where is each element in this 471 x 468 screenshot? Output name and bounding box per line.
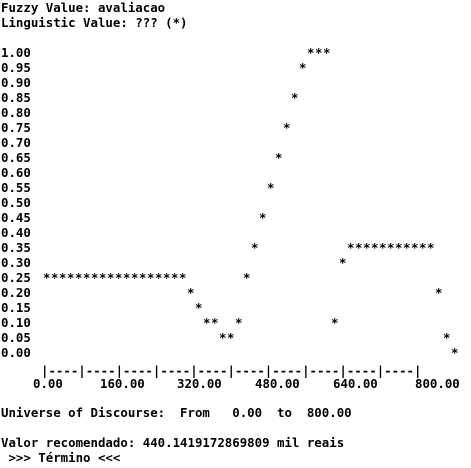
- plot-point: *: [259, 210, 267, 225]
- y-tick-label: 0.30: [1, 255, 31, 270]
- plot-point: *: [107, 270, 115, 285]
- plot-point: *: [187, 285, 195, 300]
- y-tick-label: 0.55: [1, 180, 31, 195]
- plot-point: *: [435, 285, 443, 300]
- plot-point: *: [379, 240, 387, 255]
- plot-point: *: [51, 270, 59, 285]
- plot-point: *: [243, 270, 251, 285]
- y-tick-label: 0.90: [1, 75, 31, 90]
- linguistic-value-line: Linguistic Value: ??? (*): [1, 15, 188, 30]
- y-tick-label: 0.15: [1, 300, 31, 315]
- plot-point: *: [307, 45, 315, 60]
- plot-point: *: [179, 270, 187, 285]
- y-tick-label: 0.65: [1, 150, 31, 165]
- plot-point: *: [115, 270, 123, 285]
- plot-point: *: [347, 240, 355, 255]
- x-tick-label: 640.00: [333, 376, 378, 391]
- plot-point: *: [131, 270, 139, 285]
- plot-point: *: [291, 90, 299, 105]
- plot-point: *: [227, 330, 235, 345]
- fuzzy-value-line: Fuzzy Value: avaliacao: [1, 0, 166, 15]
- plot-point: *: [283, 120, 291, 135]
- y-tick-label: 0.50: [1, 195, 31, 210]
- plot-point: *: [203, 315, 211, 330]
- plot-point: *: [299, 60, 307, 75]
- plot-point: *: [251, 240, 259, 255]
- plot-point: *: [323, 45, 331, 60]
- recommendation-line: Valor recomendado: 440.1419172869809 mil…: [1, 435, 345, 450]
- plot-point: *: [75, 270, 83, 285]
- y-tick-label: 0.35: [1, 240, 31, 255]
- plot-point: *: [147, 270, 155, 285]
- y-tick-label: 1.00: [1, 45, 31, 60]
- plot-point: *: [43, 270, 51, 285]
- plot-point: *: [219, 330, 227, 345]
- universe-line: Universe of Discourse: From 0.00 to 800.…: [1, 405, 352, 420]
- plot-point: *: [139, 270, 147, 285]
- plot-point: *: [155, 270, 163, 285]
- plot-point: *: [163, 270, 171, 285]
- plot-point: *: [211, 315, 219, 330]
- y-tick-label: 0.05: [1, 330, 31, 345]
- plot-point: *: [395, 240, 403, 255]
- y-tick-label: 0.45: [1, 210, 31, 225]
- y-tick-label: 0.60: [1, 165, 31, 180]
- plot-point: *: [339, 255, 347, 270]
- y-tick-label: 0.95: [1, 60, 31, 75]
- x-axis-line: |----|----|----|----|----|----|----|----…: [41, 363, 422, 378]
- plot-point: *: [67, 270, 75, 285]
- y-tick-label: 0.40: [1, 225, 31, 240]
- plot-point: *: [195, 300, 203, 315]
- plot-point: *: [83, 270, 91, 285]
- y-tick-label: 0.25: [1, 270, 31, 285]
- y-tick-label: 0.85: [1, 90, 31, 105]
- plot-point: *: [363, 240, 371, 255]
- x-tick-label: 0.00: [33, 376, 63, 391]
- y-tick-label: 0.10: [1, 315, 31, 330]
- plot-point: *: [443, 330, 451, 345]
- end-line: >>> Término <<<: [1, 450, 121, 465]
- y-tick-label: 0.75: [1, 120, 31, 135]
- plot-point: *: [427, 240, 435, 255]
- plot-point: *: [59, 270, 67, 285]
- y-tick-label: 0.80: [1, 105, 31, 120]
- plot-point: *: [315, 45, 323, 60]
- plot-point: *: [403, 240, 411, 255]
- plot-point: *: [275, 150, 283, 165]
- y-tick-label: 0.00: [1, 345, 31, 360]
- plot-point: *: [99, 270, 107, 285]
- plot-point: *: [267, 180, 275, 195]
- y-tick-label: 0.70: [1, 135, 31, 150]
- plot-point: *: [331, 315, 339, 330]
- x-tick-label: 320.00: [177, 376, 222, 391]
- plot-point: *: [387, 240, 395, 255]
- plot-point: *: [355, 240, 363, 255]
- plot-point: *: [235, 315, 243, 330]
- x-tick-label: 160.00: [100, 376, 145, 391]
- plot-point: *: [123, 270, 131, 285]
- plot-point: *: [171, 270, 179, 285]
- x-tick-label: 800.00: [415, 376, 460, 391]
- plot-point: *: [451, 345, 459, 360]
- plot-point: *: [419, 240, 427, 255]
- x-tick-label: 480.00: [255, 376, 300, 391]
- plot-point: *: [91, 270, 99, 285]
- plot-point: *: [371, 240, 379, 255]
- y-tick-label: 0.20: [1, 285, 31, 300]
- plot-point: *: [411, 240, 419, 255]
